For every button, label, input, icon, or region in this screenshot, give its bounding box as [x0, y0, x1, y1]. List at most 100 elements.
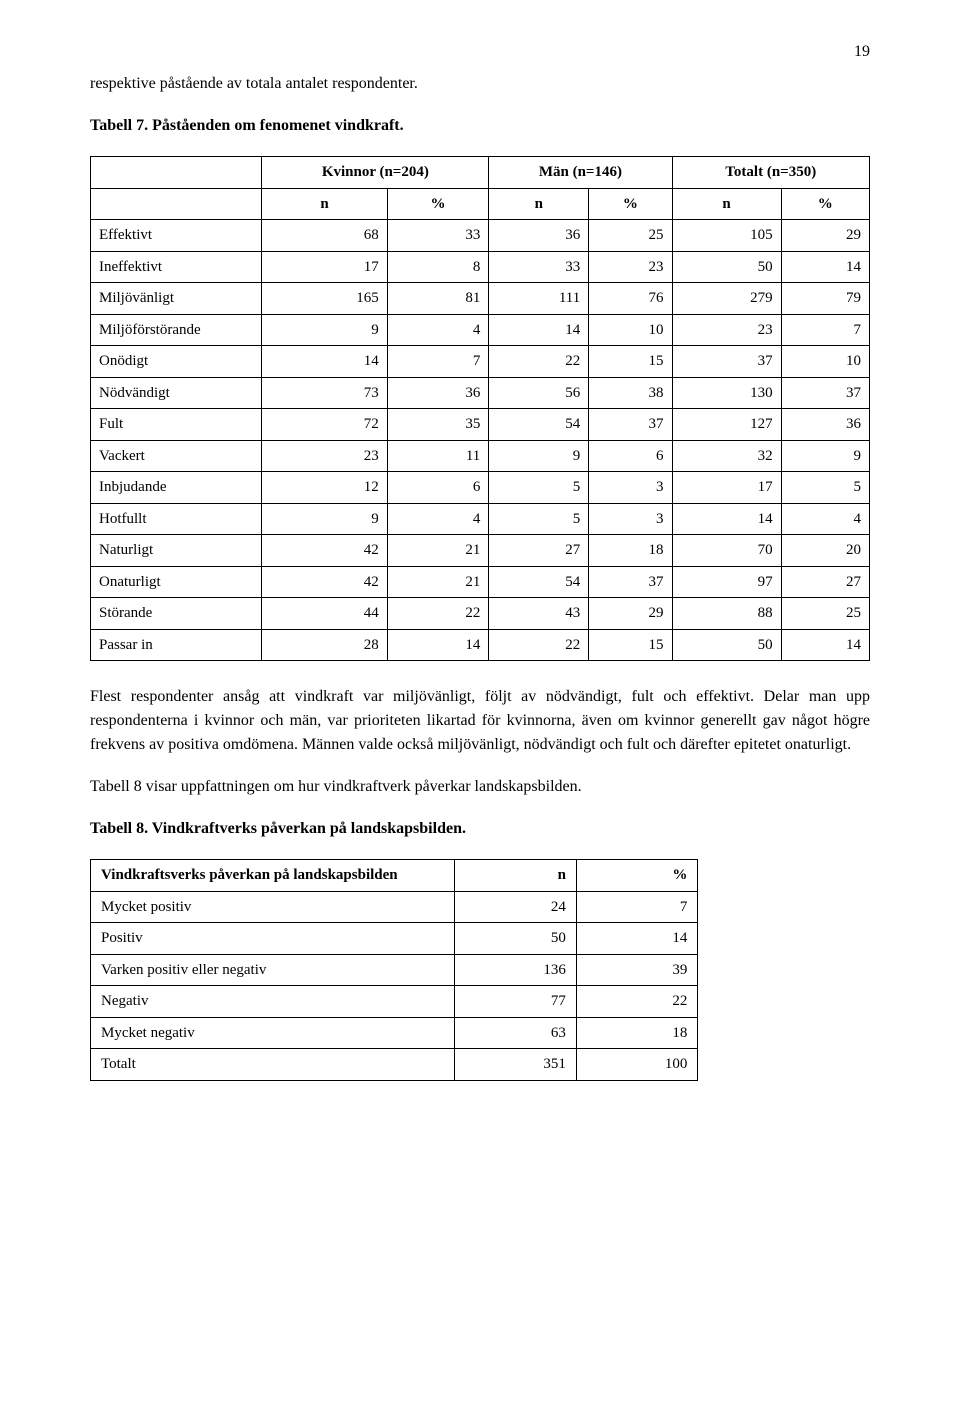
table8-row-label: Totalt — [91, 1049, 455, 1081]
table7-cell: 111 — [489, 283, 589, 315]
table7-cell: 42 — [262, 535, 387, 567]
table7-cell: 10 — [781, 346, 869, 378]
table7-cell: 10 — [589, 314, 672, 346]
table7-cell: 279 — [672, 283, 781, 315]
table8-cell-n: 136 — [455, 954, 576, 986]
table7-cell: 165 — [262, 283, 387, 315]
table7-group-totalt: Totalt (n=350) — [672, 157, 869, 189]
table7-cell: 4 — [387, 314, 489, 346]
table7-cell: 105 — [672, 220, 781, 252]
table7-row-label: Hotfullt — [91, 503, 262, 535]
table7-cell: 20 — [781, 535, 869, 567]
body-paragraph: Flest respondenter ansåg att vindkraft v… — [90, 685, 870, 757]
table7-cell: 9 — [489, 440, 589, 472]
table7-cell: 32 — [672, 440, 781, 472]
table8-cell-pct: 100 — [576, 1049, 697, 1081]
table7-cell: 37 — [589, 566, 672, 598]
table7-subhead: n — [262, 188, 387, 220]
table-row: Totalt351100 — [91, 1049, 698, 1081]
table7-subhead: n — [672, 188, 781, 220]
table-row: Störande442243298825 — [91, 598, 870, 630]
table7-cell: 35 — [387, 409, 489, 441]
table7-cell: 21 — [387, 566, 489, 598]
table7-row-label: Passar in — [91, 629, 262, 661]
table7-cell: 4 — [387, 503, 489, 535]
table8-lead: Tabell 8 visar uppfattningen om hur vind… — [90, 775, 870, 799]
table7-cell: 14 — [387, 629, 489, 661]
table8-cell-pct: 22 — [576, 986, 697, 1018]
table-row: Vackert231196329 — [91, 440, 870, 472]
table8-header: Vindkraftsverks påverkan på landskapsbil… — [91, 860, 455, 892]
table7-cell: 14 — [781, 251, 869, 283]
table-row: Passar in281422155014 — [91, 629, 870, 661]
table7-cell: 27 — [781, 566, 869, 598]
table7-cell: 50 — [672, 251, 781, 283]
table7-sub-header-row: n % n % n % — [91, 188, 870, 220]
table7-cell: 33 — [387, 220, 489, 252]
table7-row-label: Ineffektivt — [91, 251, 262, 283]
table8-caption: Tabell 8. Vindkraftverks påverkan på lan… — [90, 817, 870, 841]
table7-corner-cell — [91, 157, 262, 189]
table7-row-label: Naturligt — [91, 535, 262, 567]
table7-cell: 33 — [489, 251, 589, 283]
table7-cell: 6 — [387, 472, 489, 504]
table7-cell: 9 — [262, 503, 387, 535]
table-row: Ineffektivt17833235014 — [91, 251, 870, 283]
table7-cell: 73 — [262, 377, 387, 409]
table7-cell: 25 — [589, 220, 672, 252]
table-row: Varken positiv eller negativ13639 — [91, 954, 698, 986]
table7-cell: 7 — [781, 314, 869, 346]
table-row: Effektivt6833362510529 — [91, 220, 870, 252]
table7-cell: 79 — [781, 283, 869, 315]
table8-row-label: Mycket positiv — [91, 891, 455, 923]
table8-header: n — [455, 860, 576, 892]
table7-cell: 17 — [672, 472, 781, 504]
table7-group-man: Män (n=146) — [489, 157, 672, 189]
table7-cell: 36 — [781, 409, 869, 441]
table7-cell: 38 — [589, 377, 672, 409]
table7-cell: 6 — [589, 440, 672, 472]
table7-cell: 4 — [781, 503, 869, 535]
table8-cell-pct: 7 — [576, 891, 697, 923]
table7-cell: 5 — [489, 503, 589, 535]
table7-cell: 9 — [781, 440, 869, 472]
table7-row-label: Miljöförstörande — [91, 314, 262, 346]
table7-cell: 23 — [589, 251, 672, 283]
table8-row-label: Varken positiv eller negativ — [91, 954, 455, 986]
table7-cell: 70 — [672, 535, 781, 567]
table-row: Miljövänligt165811117627979 — [91, 283, 870, 315]
table-row: Onödigt14722153710 — [91, 346, 870, 378]
table-row: Onaturligt422154379727 — [91, 566, 870, 598]
table8-cell-pct: 18 — [576, 1017, 697, 1049]
table7-cell: 21 — [387, 535, 489, 567]
table7-cell: 54 — [489, 409, 589, 441]
table7-group-header-row: Kvinnor (n=204) Män (n=146) Totalt (n=35… — [91, 157, 870, 189]
table7-cell: 17 — [262, 251, 387, 283]
table7-cell: 5 — [781, 472, 869, 504]
table7-cell: 3 — [589, 503, 672, 535]
table8: Vindkraftsverks påverkan på landskapsbil… — [90, 859, 698, 1081]
table7-cell: 50 — [672, 629, 781, 661]
table7-cell: 22 — [387, 598, 489, 630]
table7-cell: 36 — [387, 377, 489, 409]
table7-row-label: Nödvändigt — [91, 377, 262, 409]
table7-cell: 130 — [672, 377, 781, 409]
table7-cell: 88 — [672, 598, 781, 630]
table7-caption: Tabell 7. Påståenden om fenomenet vindkr… — [90, 114, 870, 138]
table7-cell: 25 — [781, 598, 869, 630]
table7-cell: 56 — [489, 377, 589, 409]
table7-cell: 127 — [672, 409, 781, 441]
table7-cell: 12 — [262, 472, 387, 504]
table7-cell: 28 — [262, 629, 387, 661]
table7-cell: 22 — [489, 629, 589, 661]
table7-cell: 9 — [262, 314, 387, 346]
table7-subhead: % — [781, 188, 869, 220]
intro-text: respektive påstående av totala antalet r… — [90, 72, 870, 96]
table7: Kvinnor (n=204) Män (n=146) Totalt (n=35… — [90, 156, 870, 661]
table7-row-label: Störande — [91, 598, 262, 630]
table7-cell: 18 — [589, 535, 672, 567]
table7-cell: 5 — [489, 472, 589, 504]
table-row: Mycket positiv247 — [91, 891, 698, 923]
table7-cell: 15 — [589, 346, 672, 378]
table7-cell: 42 — [262, 566, 387, 598]
